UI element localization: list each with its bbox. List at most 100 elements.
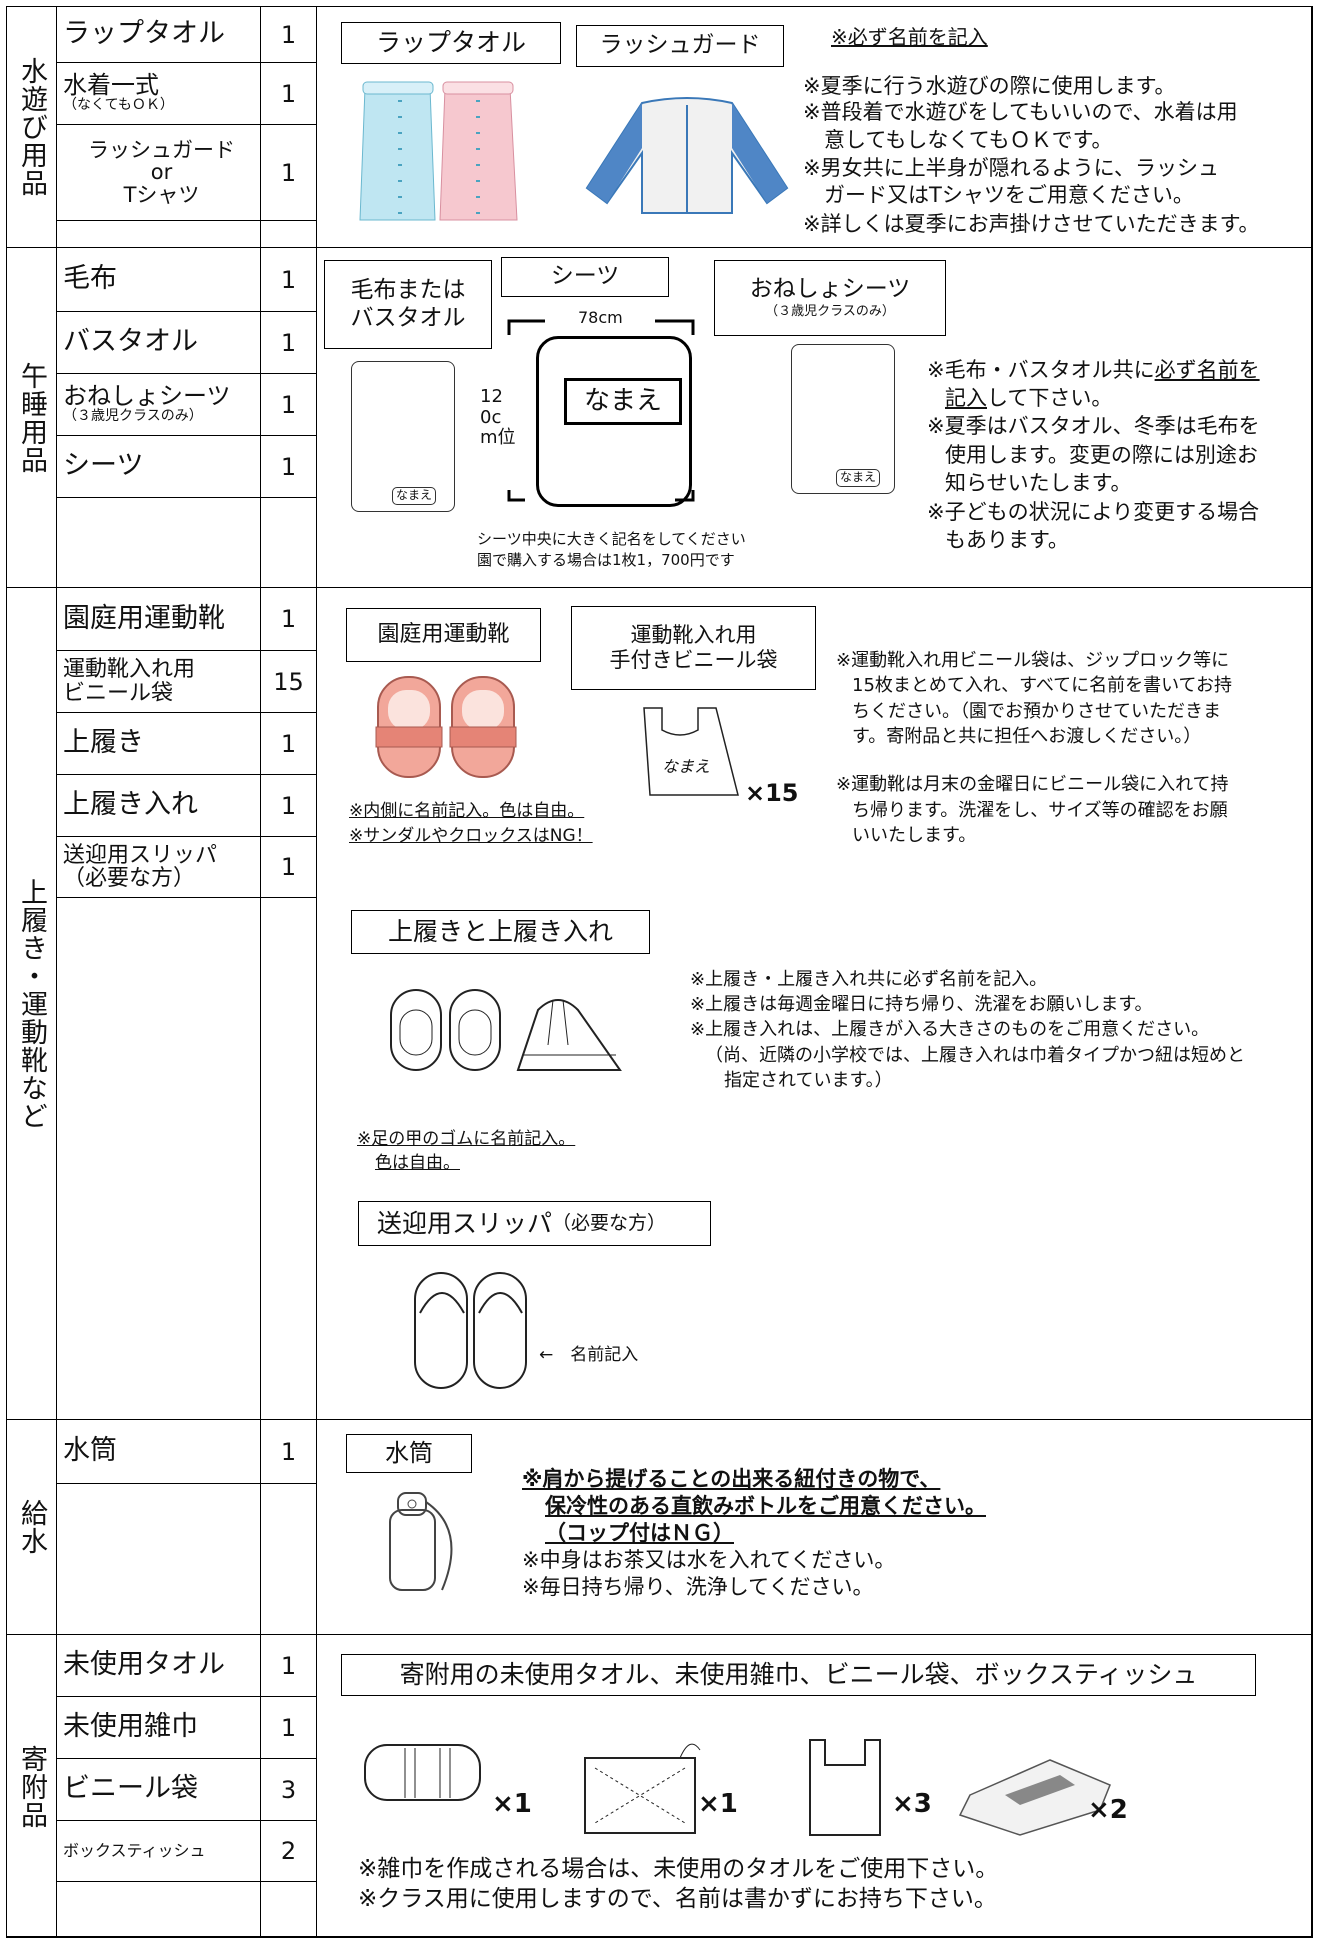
label: 寄附用の未使用タオル、未使用雑巾、ビニール袋、ボックスティッシュ xyxy=(399,1660,1198,1689)
note: 記入して下さい。 xyxy=(945,386,1112,410)
note: す。寄附品と共に担任へお渡しください。） xyxy=(852,726,1202,747)
item-cell: 未使用タオル xyxy=(56,1634,260,1696)
heading: ※必ず名前を記入 xyxy=(831,25,988,49)
item-cell: シーツ xyxy=(56,435,260,497)
bedwetting-sheet xyxy=(791,344,895,494)
sheet-length: 12 0c m位 xyxy=(480,386,516,449)
label: おねしょシーツ xyxy=(749,276,911,303)
qty-cell: 1 xyxy=(260,435,316,497)
note: ※夏季はバスタオル、冬季は毛布を xyxy=(927,414,1260,438)
label: シーツ xyxy=(550,263,620,290)
label-box: ラッシュガード xyxy=(576,25,784,67)
item-name: 園庭用運動靴 xyxy=(63,602,225,634)
item-cell xyxy=(56,1483,260,1634)
count: ×1 xyxy=(492,1789,532,1819)
rashguard-illustration xyxy=(585,97,789,214)
qty-cell xyxy=(260,1483,316,1634)
qty-cell: 1 xyxy=(260,1419,316,1483)
category-cell: 給水 xyxy=(6,1419,56,1634)
bottle-illustration xyxy=(389,1492,453,1591)
blanket xyxy=(351,361,455,512)
item-name: 上履き入れ xyxy=(63,789,198,821)
note: ※サンダルやクロックスはNG！ xyxy=(349,826,593,846)
label-box: 上履きと上履き入れ xyxy=(351,910,650,954)
note-part: 必ず名前を xyxy=(1154,358,1260,382)
item-name: 送迎用スリッパ （必要な方） xyxy=(63,842,218,891)
label-box: 園庭用運動靴 xyxy=(346,608,541,662)
category-cell: 寄附品 xyxy=(6,1634,56,1938)
note: ※普段着で水遊びをしてもいいので、水着は用 xyxy=(803,100,1238,124)
label: 上履きと上履き入れ xyxy=(387,917,613,946)
label: ラップタオル xyxy=(375,28,526,57)
item-qty: 1 xyxy=(280,390,297,419)
note: 使用します。変更の際には別途お xyxy=(945,443,1258,467)
note: ※肩から提げることの出来る紐付きの物で、 xyxy=(522,1467,941,1491)
item-qty: 1 xyxy=(280,79,297,108)
label: ラッシュガード xyxy=(599,32,761,59)
item-cell: 未使用雑巾 xyxy=(56,1696,260,1758)
note: 15枚まとめて入れ、すべてに名前を書いてお持 xyxy=(852,675,1233,696)
note: 意してもしなくてもＯＫです。 xyxy=(824,128,1113,152)
item-cell: バスタオル xyxy=(56,311,260,373)
category: 午睡用品 xyxy=(16,361,47,474)
count: ×1 xyxy=(698,1789,738,1819)
note: ※雑巾を作成される場合は、未使用のタオルをご使用下さい。 xyxy=(358,1856,999,1882)
note: 知らせいたします。 xyxy=(945,471,1132,495)
name-tag: なまえ xyxy=(392,487,437,505)
qty-cell: 1 xyxy=(260,1696,316,1758)
count: ×15 xyxy=(745,779,799,807)
note: ※男女共に上半身が隠れるように、ラッシュ xyxy=(803,156,1219,180)
name-tag: なまえ xyxy=(583,385,662,416)
item-name: 運動靴入れ用 ビニール袋 xyxy=(63,657,196,706)
note: 色は自由。 xyxy=(375,1153,460,1173)
note: ※中身はお茶又は水を入れてください。 xyxy=(522,1548,896,1572)
item-cell: ボックスティッシュ xyxy=(56,1820,260,1881)
label-box: 運動靴入れ用 手付きビニール袋 xyxy=(571,606,816,690)
qty-cell xyxy=(260,897,316,1419)
category: 水遊び用品 xyxy=(16,57,47,197)
category-cell: 上履き・運動靴など xyxy=(6,587,56,1419)
qty-cell: 2 xyxy=(260,1820,316,1881)
note: もあります。 xyxy=(945,528,1069,552)
note: いいたします。 xyxy=(852,825,977,846)
note: ※運動靴入れ用ビニール袋は、ジップロック等に xyxy=(836,650,1230,671)
item-cell: おねしょシーツ （３歳児クラスのみ） xyxy=(56,373,260,435)
item-cell xyxy=(56,220,260,247)
note: ※夏季に行う水遊びの際に使用します。 xyxy=(803,74,1176,98)
item-name: ラップタオル xyxy=(63,18,225,50)
note: ※上履き入れは、上履きが入る大きさのものをご用意ください。 xyxy=(690,1019,1210,1040)
panel-cell xyxy=(316,1634,1313,1938)
note-part: 記入 xyxy=(945,386,987,410)
item-name: シーツ xyxy=(63,450,144,482)
note: ガード又はTシャツをご用意ください。 xyxy=(824,183,1194,207)
item-cell: 上履き入れ xyxy=(56,774,260,836)
qty-cell xyxy=(260,497,316,587)
item-qty: 1 xyxy=(280,20,297,49)
note: ← 名前記入 xyxy=(539,1345,639,1365)
item-qty: 1 xyxy=(280,265,297,294)
item-name: おねしょシーツ xyxy=(63,382,231,411)
count: ×2 xyxy=(1088,1795,1128,1825)
qty-cell xyxy=(260,220,316,247)
note: ちください。（園でお預かりさせていただきま xyxy=(852,701,1221,722)
item-qty: 1 xyxy=(280,328,297,357)
label-box: シーツ xyxy=(501,257,669,297)
note-part: ※毛布・バスタオル共に xyxy=(927,358,1155,382)
qty-cell: 1 xyxy=(260,311,316,373)
item-name: ラッシュガード or Tシャツ xyxy=(88,138,235,207)
qty-cell: 1 xyxy=(260,124,316,220)
item-note: （３歳児クラスのみ） xyxy=(63,408,203,425)
sheet-bracket xyxy=(507,319,695,502)
note: （尚、近隣の小学校では、上履き入れは巾着タイプかつ紐は短めと xyxy=(705,1045,1245,1066)
label-note: （３歳児クラスのみ） xyxy=(765,304,895,319)
bag-illustration xyxy=(643,707,739,796)
item-qty: 3 xyxy=(280,1775,297,1804)
label-box: 寄附用の未使用タオル、未使用雑巾、ビニール袋、ボックスティッシュ xyxy=(341,1654,1256,1696)
item-qty: 1 xyxy=(280,853,297,881)
donation-illustrations xyxy=(364,1739,1111,1836)
item-cell: ラップタオル xyxy=(56,6,260,62)
item-cell xyxy=(56,497,260,587)
item-qty: 15 xyxy=(273,667,304,696)
item-cell: 上履き xyxy=(56,712,260,774)
